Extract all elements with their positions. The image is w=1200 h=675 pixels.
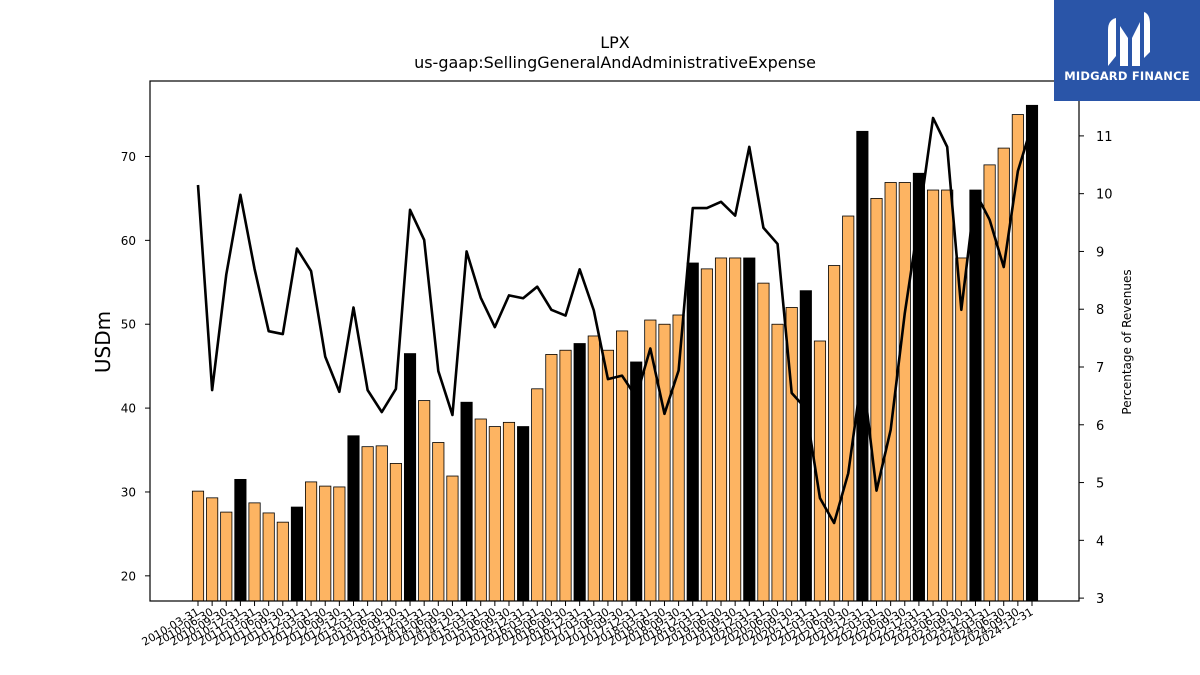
chart-title: LPX xyxy=(600,33,630,52)
bar-2016-12-31 xyxy=(573,343,586,602)
bar-2018-06-30 xyxy=(658,323,671,602)
bar-2023-03-31 xyxy=(927,189,940,602)
y-tick-label: 50 xyxy=(121,318,136,332)
bar-series xyxy=(191,104,1039,602)
bar-2014-09-30 xyxy=(446,475,459,602)
bar-2024-12-31 xyxy=(1025,104,1039,602)
bar-2015-03-31 xyxy=(474,418,487,602)
pct-of-revenues-line xyxy=(196,116,1034,525)
bar-2016-06-30 xyxy=(545,354,558,602)
bar-2010-12-31 xyxy=(234,478,247,602)
bar-2012-06-30 xyxy=(319,485,332,602)
bar-2019-09-30 xyxy=(729,257,742,602)
bar-2013-06-30 xyxy=(375,445,388,602)
y2-tick-label: 10 xyxy=(1096,188,1113,203)
bar-2010-06-30 xyxy=(206,497,219,602)
bar-2018-12-31 xyxy=(686,262,699,602)
y2-tick-label: 8 xyxy=(1096,303,1104,318)
bar-2021-12-31 xyxy=(856,130,869,602)
line-series xyxy=(196,116,1034,525)
bar-2017-09-30 xyxy=(616,330,629,602)
bar-2013-03-31 xyxy=(361,446,374,602)
bar-2019-03-31 xyxy=(700,268,713,602)
bar-2010-09-30 xyxy=(220,511,233,602)
y-tick-label: 70 xyxy=(121,150,136,164)
y2-tick-label: 9 xyxy=(1096,245,1104,260)
bar-2017-03-31 xyxy=(587,335,600,602)
bar-2012-03-31 xyxy=(305,481,318,602)
bar-2021-09-30 xyxy=(842,215,855,602)
bar-2024-06-30 xyxy=(997,147,1010,602)
bar-2017-06-30 xyxy=(601,349,614,602)
bar-2020-06-30 xyxy=(771,323,784,602)
y-axis-label: USDm xyxy=(91,311,115,373)
bar-2020-03-31 xyxy=(757,282,770,602)
bar-2021-06-30 xyxy=(828,265,841,602)
midgard-finance-logo: MIDGARD FINANCE xyxy=(1054,0,1200,101)
chart-subtitle: us-gaap:SellingGeneralAndAdministrativeE… xyxy=(414,53,816,72)
bar-2011-12-31 xyxy=(290,506,304,602)
bar-2015-09-30 xyxy=(502,421,516,602)
y-tick-label: 20 xyxy=(121,569,136,583)
y2-tick-label: 11 xyxy=(1096,130,1113,145)
bar-2024-09-30 xyxy=(1011,114,1024,602)
bar-2011-06-30 xyxy=(262,512,275,602)
bar-2011-09-30 xyxy=(276,521,289,602)
bar-2019-12-31 xyxy=(743,257,756,602)
bar-2013-12-31 xyxy=(403,353,417,602)
bar-2020-12-31 xyxy=(799,290,812,602)
bar-2015-06-30 xyxy=(488,426,501,602)
y2-tick-label: 7 xyxy=(1096,361,1104,376)
bar-2012-12-31 xyxy=(347,435,360,602)
bar-2014-06-30 xyxy=(432,442,445,602)
bar-2012-09-30 xyxy=(333,486,346,602)
bar-2011-03-31 xyxy=(248,502,261,602)
bar-2023-06-30 xyxy=(941,189,954,602)
y2-axis-label: Percentage of Revenues xyxy=(1120,269,1134,414)
y2-tick-label: 5 xyxy=(1096,477,1104,492)
bar-2015-12-31 xyxy=(517,426,530,602)
bar-2010-03-31 xyxy=(191,490,205,602)
y-tick-label: 60 xyxy=(121,234,136,248)
bar-2014-03-31 xyxy=(418,400,431,602)
y2-tick-label: 3 xyxy=(1096,592,1104,607)
plot-frame xyxy=(149,80,1080,602)
y-tick-label: 30 xyxy=(121,485,136,499)
bar-2016-03-31 xyxy=(531,388,544,602)
bar-2013-09-30 xyxy=(389,463,402,602)
bar-2016-09-30 xyxy=(559,349,572,602)
logo-mark-icon xyxy=(1108,12,1150,66)
y2-tick-label: 6 xyxy=(1096,419,1104,434)
logo-text: MIDGARD FINANCE xyxy=(1064,69,1190,83)
bar-2019-06-30 xyxy=(714,257,728,602)
bar-2014-12-31 xyxy=(460,401,473,602)
y2-tick-label: 4 xyxy=(1096,534,1104,549)
bar-2022-09-30 xyxy=(898,182,911,602)
bar-2023-12-31 xyxy=(969,189,982,602)
y-tick-label: 40 xyxy=(121,402,136,416)
bar-2022-03-31 xyxy=(870,198,883,602)
